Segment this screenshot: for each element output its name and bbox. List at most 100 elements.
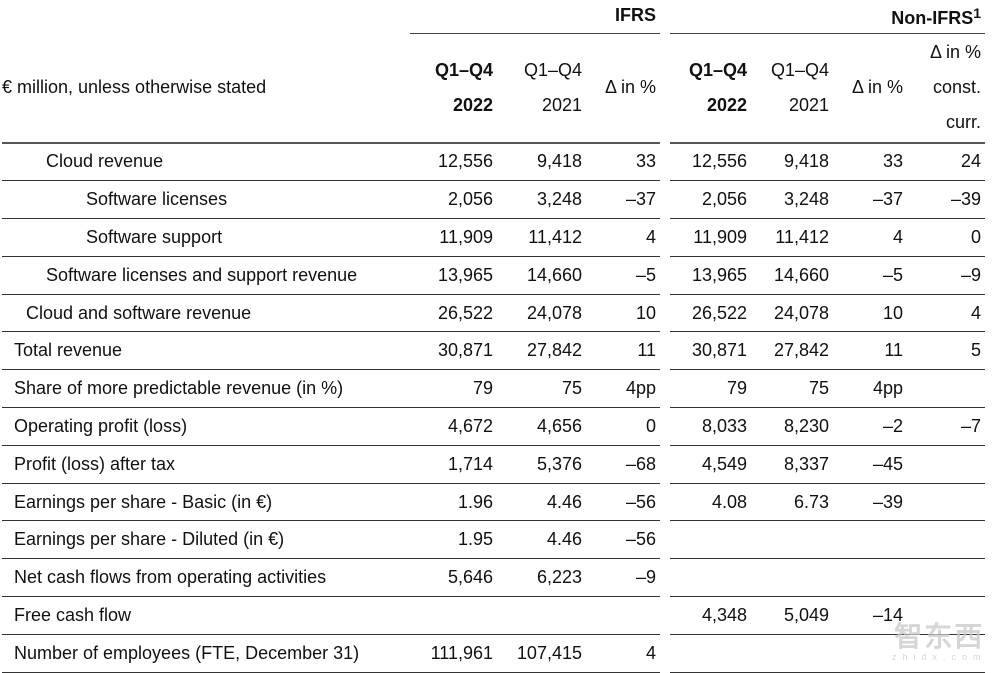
row-label: Software licenses and support revenue bbox=[2, 256, 410, 295]
cell-non-ifrs-2021: 6.73 bbox=[751, 483, 833, 522]
cell-ifrs-2021: 75 bbox=[497, 369, 586, 409]
column-gap bbox=[660, 521, 670, 559]
ifrs-header: IFRS bbox=[410, 0, 660, 34]
cell-non-ifrs-2021: 3,248 bbox=[751, 180, 833, 220]
cell-non-ifrs-2022 bbox=[670, 520, 751, 560]
column-gap bbox=[660, 294, 670, 332]
cell-ifrs-2022: 1.96 bbox=[410, 483, 497, 522]
row-label: Net cash flows from operating activities bbox=[2, 558, 410, 598]
cell-ifrs-2022: 30,871 bbox=[410, 331, 497, 371]
cell-non-ifrs-2021: 27,842 bbox=[751, 331, 833, 371]
cell-non-ifrs-delta-cc bbox=[907, 634, 985, 673]
cell-non-ifrs-delta-cc: 0 bbox=[907, 218, 985, 257]
cell-ifrs-2022: 111,961 bbox=[410, 634, 497, 673]
cell-ifrs-delta: 0 bbox=[586, 407, 660, 446]
period-label: Q1–Q4 bbox=[688, 59, 747, 80]
cell-non-ifrs-2022: 4,348 bbox=[670, 596, 751, 635]
cell-ifrs-delta: –5 bbox=[586, 256, 660, 295]
delta-cc-line: curr. bbox=[945, 112, 981, 132]
column-gap bbox=[660, 597, 670, 635]
non-ifrs-col-2022: Q1–Q4 2022 bbox=[670, 33, 751, 144]
cell-ifrs-2021: 4,656 bbox=[497, 407, 586, 446]
row-label: Software licenses bbox=[2, 180, 410, 220]
cell-non-ifrs-delta-cc bbox=[907, 520, 985, 560]
cell-non-ifrs-2021: 8,230 bbox=[751, 407, 833, 446]
cell-ifrs-2021: 5,376 bbox=[497, 445, 586, 484]
cell-ifrs-2021: 6,223 bbox=[497, 558, 586, 598]
period-label: Q1–Q4 bbox=[523, 59, 582, 80]
cell-non-ifrs-delta-cc bbox=[907, 369, 985, 409]
cell-non-ifrs-delta-cc: –9 bbox=[907, 256, 985, 295]
cell-non-ifrs-delta: 4 bbox=[833, 218, 907, 257]
column-gap bbox=[660, 408, 670, 446]
cell-non-ifrs-2021 bbox=[751, 558, 833, 598]
row-label: Free cash flow bbox=[2, 596, 410, 635]
non-ifrs-label: Non-IFRS bbox=[891, 8, 974, 28]
cell-non-ifrs-delta: 33 bbox=[833, 142, 907, 182]
table-row: Profit (loss) after tax 1,714 5,376 –68 4,54… bbox=[2, 445, 985, 484]
year-label: 2021 bbox=[788, 94, 829, 115]
cell-ifrs-delta bbox=[586, 596, 660, 635]
cell-non-ifrs-2022: 30,871 bbox=[670, 331, 751, 371]
cell-ifrs-delta: 4 bbox=[586, 634, 660, 673]
column-gap bbox=[660, 0, 670, 33]
column-gap bbox=[660, 370, 670, 408]
column-gap bbox=[660, 143, 670, 181]
cell-ifrs-2022: 2,056 bbox=[410, 180, 497, 220]
cell-non-ifrs-2022: 4.08 bbox=[670, 483, 751, 522]
cell-ifrs-2021: 27,842 bbox=[497, 331, 586, 371]
cell-ifrs-2021: 14,660 bbox=[497, 256, 586, 295]
cell-non-ifrs-delta-cc bbox=[907, 558, 985, 598]
cell-ifrs-2021: 9,418 bbox=[497, 142, 586, 182]
cell-ifrs-delta: 4 bbox=[586, 218, 660, 257]
cell-ifrs-delta: 33 bbox=[586, 142, 660, 182]
row-label: Software support bbox=[2, 218, 410, 257]
cell-non-ifrs-2022: 12,556 bbox=[670, 142, 751, 182]
cell-non-ifrs-delta: 10 bbox=[833, 294, 907, 333]
cell-ifrs-delta: 10 bbox=[586, 294, 660, 333]
cell-ifrs-2021: 24,078 bbox=[497, 294, 586, 333]
year-label: 2022 bbox=[452, 94, 493, 115]
non-ifrs-header: Non-IFRS1 bbox=[670, 0, 985, 34]
table-row: Number of employees (FTE, December 31) 11… bbox=[2, 634, 985, 673]
cell-non-ifrs-2021: 75 bbox=[751, 369, 833, 409]
column-gap bbox=[660, 181, 670, 219]
cell-non-ifrs-delta-cc: –7 bbox=[907, 407, 985, 446]
cell-non-ifrs-2022: 8,033 bbox=[670, 407, 751, 446]
cell-non-ifrs-delta-cc bbox=[907, 596, 985, 635]
cell-ifrs-2022: 11,909 bbox=[410, 218, 497, 257]
cell-ifrs-2022: 12,556 bbox=[410, 142, 497, 182]
table-row: Total revenue 30,871 27,842 11 30,871 27,842 1… bbox=[2, 331, 985, 371]
cell-ifrs-2022: 1.95 bbox=[410, 520, 497, 560]
cell-ifrs-delta: –56 bbox=[586, 520, 660, 560]
header-spacer bbox=[2, 0, 410, 33]
column-gap bbox=[660, 332, 670, 370]
table-row: Net cash flows from operating activities… bbox=[2, 558, 985, 598]
cell-ifrs-2022: 13,965 bbox=[410, 256, 497, 295]
cell-ifrs-2021: 4.46 bbox=[497, 483, 586, 522]
footnote-marker: 1 bbox=[973, 5, 981, 21]
column-gap bbox=[660, 445, 670, 483]
cell-non-ifrs-2022: 79 bbox=[670, 369, 751, 409]
cell-ifrs-2022: 79 bbox=[410, 369, 497, 409]
cell-non-ifrs-delta-cc bbox=[907, 445, 985, 484]
ifrs-col-2022: Q1–Q4 2022 bbox=[410, 33, 497, 144]
delta-cc-line: Δ in % bbox=[929, 42, 981, 62]
cell-non-ifrs-2022: 26,522 bbox=[670, 294, 751, 333]
cell-non-ifrs-2021: 14,660 bbox=[751, 256, 833, 295]
cell-ifrs-2022: 5,646 bbox=[410, 558, 497, 598]
row-label: Total revenue bbox=[2, 331, 410, 371]
cell-non-ifrs-delta: 11 bbox=[833, 331, 907, 371]
column-gap bbox=[660, 559, 670, 597]
cell-ifrs-delta: –56 bbox=[586, 483, 660, 522]
cell-non-ifrs-delta bbox=[833, 634, 907, 673]
row-label: Earnings per share - Diluted (in €) bbox=[2, 520, 410, 560]
cell-non-ifrs-delta: –2 bbox=[833, 407, 907, 446]
column-gap bbox=[660, 256, 670, 294]
cell-ifrs-delta: –9 bbox=[586, 558, 660, 598]
cell-non-ifrs-2021: 9,418 bbox=[751, 142, 833, 182]
row-label: Operating profit (loss) bbox=[2, 407, 410, 446]
cell-non-ifrs-delta: –37 bbox=[833, 180, 907, 220]
table-row: Software licenses 2,056 3,248 –37 2,056 3,248… bbox=[2, 180, 985, 220]
